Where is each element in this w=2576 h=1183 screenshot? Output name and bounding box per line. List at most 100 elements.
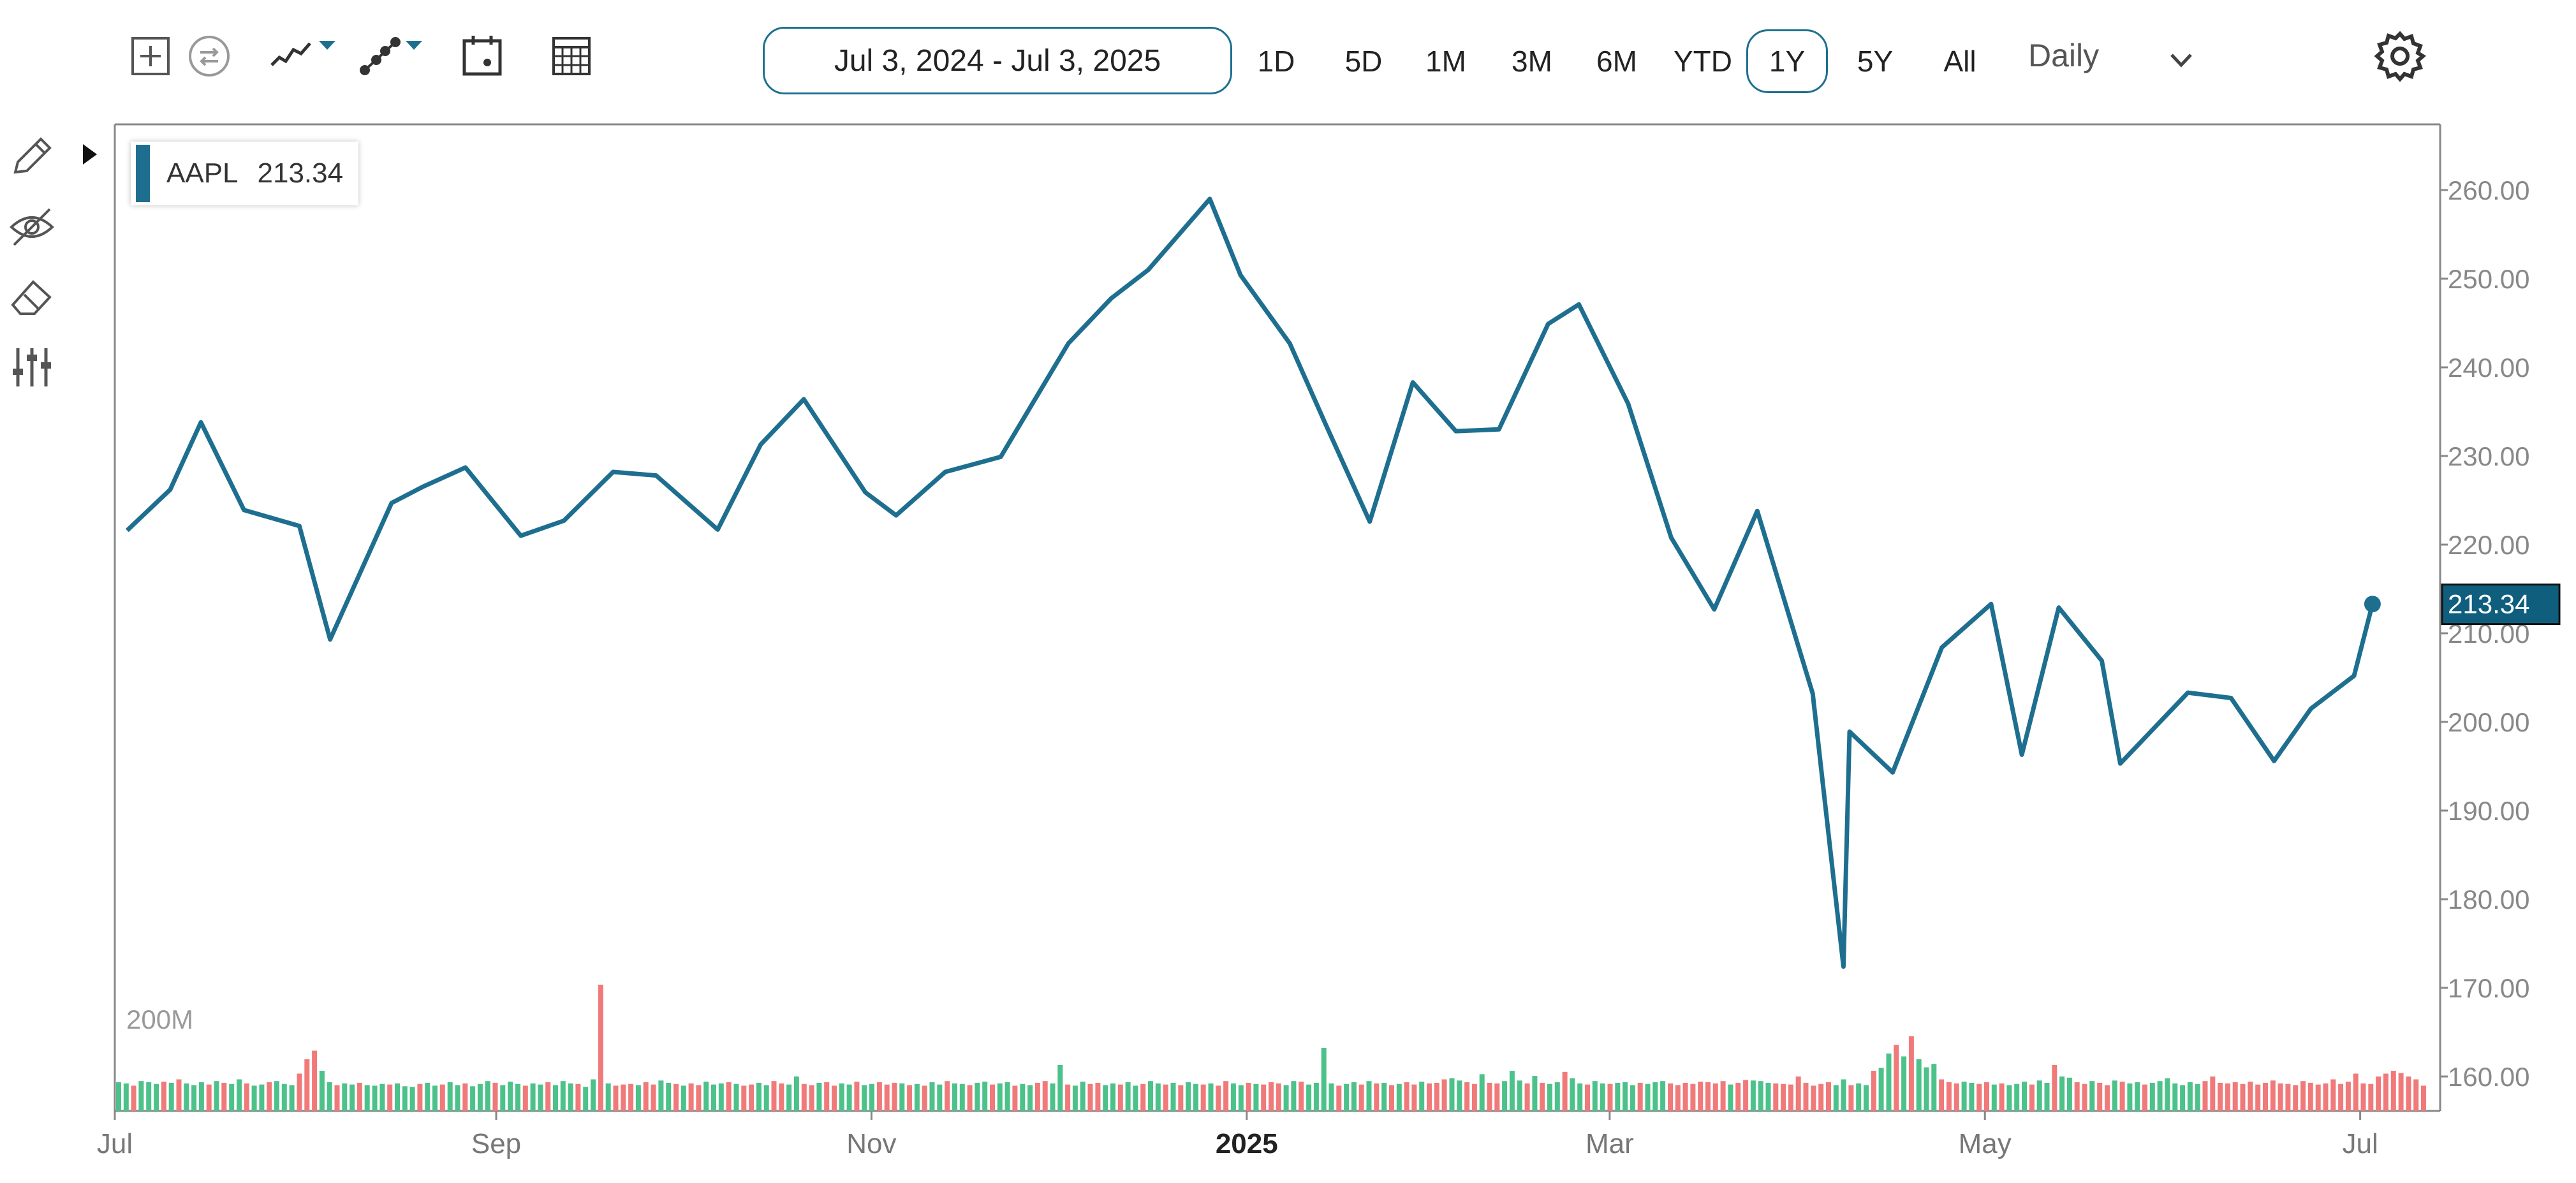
data-table-icon[interactable] [548,33,594,79]
range-5d-button[interactable]: 5D [1344,45,1383,78]
volume-bar [357,1082,362,1111]
volume-bar [138,1081,144,1111]
volume-bar [1524,1083,1530,1111]
volume-bar [1864,1085,1869,1111]
volume-bar [575,1084,581,1111]
range-3m-button[interactable]: 3M [1512,45,1552,78]
volume-bar [673,1084,679,1111]
volume-bar [801,1084,807,1111]
volume-bar [711,1084,716,1111]
y-tick-label: 170.00 [2448,973,2529,1003]
volume-bar [2413,1079,2419,1111]
chart-type-line-icon[interactable] [268,33,314,79]
volume-bar [1878,1068,1884,1111]
volume-bar [937,1084,943,1111]
volume-bar [884,1084,890,1111]
volume-bar [1509,1071,1515,1111]
y-tick-label: 190.00 [2448,796,2529,826]
volume-bar [929,1082,935,1111]
compare-icon[interactable] [186,33,232,79]
volume-bar [1668,1083,1673,1111]
volume-bar [635,1085,641,1111]
volume-bar [1374,1083,1380,1111]
volume-bar [2029,1084,2035,1111]
legend-symbol: AAPL [166,158,239,189]
volume-bar [1954,1083,1959,1111]
volume-bar [1735,1082,1741,1111]
volume-bar [1773,1083,1779,1111]
volume-bar [990,1084,995,1111]
volume-bar [876,1082,882,1111]
volume-bar [1479,1074,1485,1111]
draw-pencil-icon[interactable] [8,133,56,181]
volume-bar [1050,1083,1056,1111]
volume-bar [1562,1071,1568,1111]
range-1y-button[interactable]: 1Y [1746,29,1828,93]
volume-bar [538,1084,543,1111]
volume-bar [1223,1081,1229,1111]
volume-bar [2036,1080,2042,1111]
range-5y-button[interactable]: 5Y [1857,45,1894,78]
indicators-caret-icon[interactable] [406,41,422,52]
date-range-button[interactable]: Jul 3, 2024 - Jul 3, 2025 [763,27,1232,94]
range-1m-button[interactable]: 1M [1425,45,1466,78]
hide-drawings-eye-icon[interactable] [8,203,56,251]
volume-bar [703,1082,709,1111]
interval-select[interactable]: Daily [2028,38,2100,73]
range-ytd-button[interactable]: YTD [1674,45,1732,78]
volume-bar [2187,1082,2193,1111]
volume-bar [1788,1084,1793,1111]
volume-bar [1434,1082,1439,1111]
range-all-button[interactable]: All [1943,45,1976,78]
volume-bar [2097,1082,2103,1111]
settings-gear-icon[interactable] [2373,29,2427,84]
volume-bar [1419,1082,1425,1111]
expand-toolbar-arrow-icon[interactable] [80,142,99,167]
indicators-icon[interactable] [357,33,403,79]
volume-bar [2285,1084,2291,1111]
y-tick-label: 250.00 [2448,264,2529,294]
volume-bar [281,1084,287,1111]
volume-bar [1012,1085,1018,1111]
volume-bar [1698,1082,1704,1111]
volume-bar [1871,1071,1876,1111]
last-price-marker [2364,596,2381,613]
volume-bar [1886,1054,1892,1111]
volume-bar [2014,1084,2020,1111]
volume-bar [1193,1084,1198,1111]
volume-bar [726,1082,732,1111]
volume-bar [244,1083,249,1111]
volume-bar [1269,1082,1274,1111]
chart-type-caret-icon[interactable] [319,41,335,52]
volume-bar [1065,1084,1071,1111]
y-tick-label: 180.00 [2448,885,2529,915]
volume-bar [1178,1085,1184,1111]
chevron-down-icon[interactable] [2165,45,2197,77]
y-tick-label: 160.00 [2448,1062,2529,1092]
volume-bar [161,1082,166,1111]
volume-bar [2278,1083,2283,1111]
volume-bar [198,1082,204,1111]
volume-bar [839,1083,844,1111]
volume-bar [1856,1083,1862,1111]
volume-bar [1660,1081,1666,1111]
volume-bar [583,1087,589,1111]
eraser-icon[interactable] [8,273,56,321]
volume-bar [1637,1082,1643,1111]
volume-bar [2112,1080,2117,1111]
volume-bar [779,1083,784,1111]
range-1d-button[interactable]: 1D [1257,45,1295,78]
volume-bar [508,1082,513,1111]
drawing-settings-sliders-icon[interactable] [8,343,56,392]
volume-bar [447,1082,453,1111]
volume-bar [1781,1084,1786,1111]
volume-bar [1991,1084,1997,1111]
volume-bar [869,1084,874,1111]
volume-bar [771,1081,777,1111]
volume-bar [2263,1082,2268,1111]
range-6m-button[interactable]: 6M [1596,45,1637,78]
add-comparison-icon[interactable] [128,33,173,79]
volume-bar [2066,1077,2072,1111]
events-calendar-icon[interactable] [459,33,505,79]
